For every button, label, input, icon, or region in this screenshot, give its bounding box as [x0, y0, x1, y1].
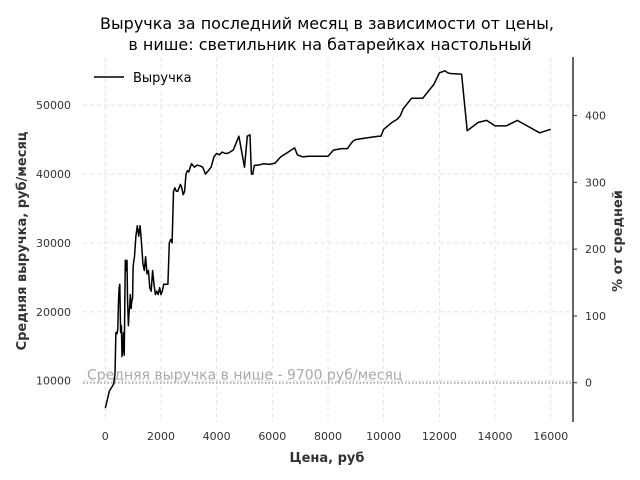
reference-line-label: Средняя выручка в нише - 9700 руб/месяц	[87, 368, 402, 384]
y-tick-label: 30000	[36, 237, 71, 250]
x-tick-label: 0	[102, 430, 109, 443]
y-tick-label: 40000	[36, 168, 71, 181]
y2-tick-label: 0	[585, 377, 592, 390]
x-tick-label: 8000	[314, 430, 342, 443]
y2-tick-label: 100	[585, 310, 606, 323]
y2-tick-label: 400	[585, 110, 606, 123]
y-ticks: 10000 20000 30000 40000 50000	[36, 99, 71, 387]
legend: Выручка	[94, 71, 192, 86]
y-axis-label: Средняя выручка, руб/месяц	[15, 131, 30, 350]
gridlines	[83, 57, 573, 422]
chart-title-line2: в нише: светильник на батарейках настоль…	[128, 35, 531, 54]
legend-label: Выручка	[133, 71, 192, 86]
series-line-revenue	[104, 70, 551, 409]
x-tick-label: 12000	[422, 430, 457, 443]
y2-tick-label: 200	[585, 243, 606, 256]
y2-axis-label: % от средней	[611, 190, 626, 292]
x-tick-label: 16000	[533, 430, 568, 443]
y2-ticks: 0 100 200 300 400	[573, 110, 606, 390]
y2-tick-label: 300	[585, 176, 606, 189]
x-tick-label: 2000	[147, 430, 175, 443]
x-ticks: 0 2000 4000 6000 8000 10000 12000 14000 16000	[102, 430, 568, 443]
x-tick-label: 14000	[478, 430, 513, 443]
x-axis-label: Цена, руб	[290, 451, 365, 466]
y-tick-label: 20000	[36, 306, 71, 319]
x-tick-label: 10000	[366, 430, 401, 443]
x-tick-label: 4000	[203, 430, 231, 443]
series-group	[104, 70, 551, 409]
x-tick-label: 6000	[258, 430, 286, 443]
reference-line-group: Средняя выручка в нише - 9700 руб/месяц	[83, 368, 573, 384]
y-tick-label: 50000	[36, 99, 71, 112]
chart-title-line1: Выручка за последний месяц в зависимости…	[100, 14, 554, 33]
y-tick-label: 10000	[36, 375, 71, 388]
